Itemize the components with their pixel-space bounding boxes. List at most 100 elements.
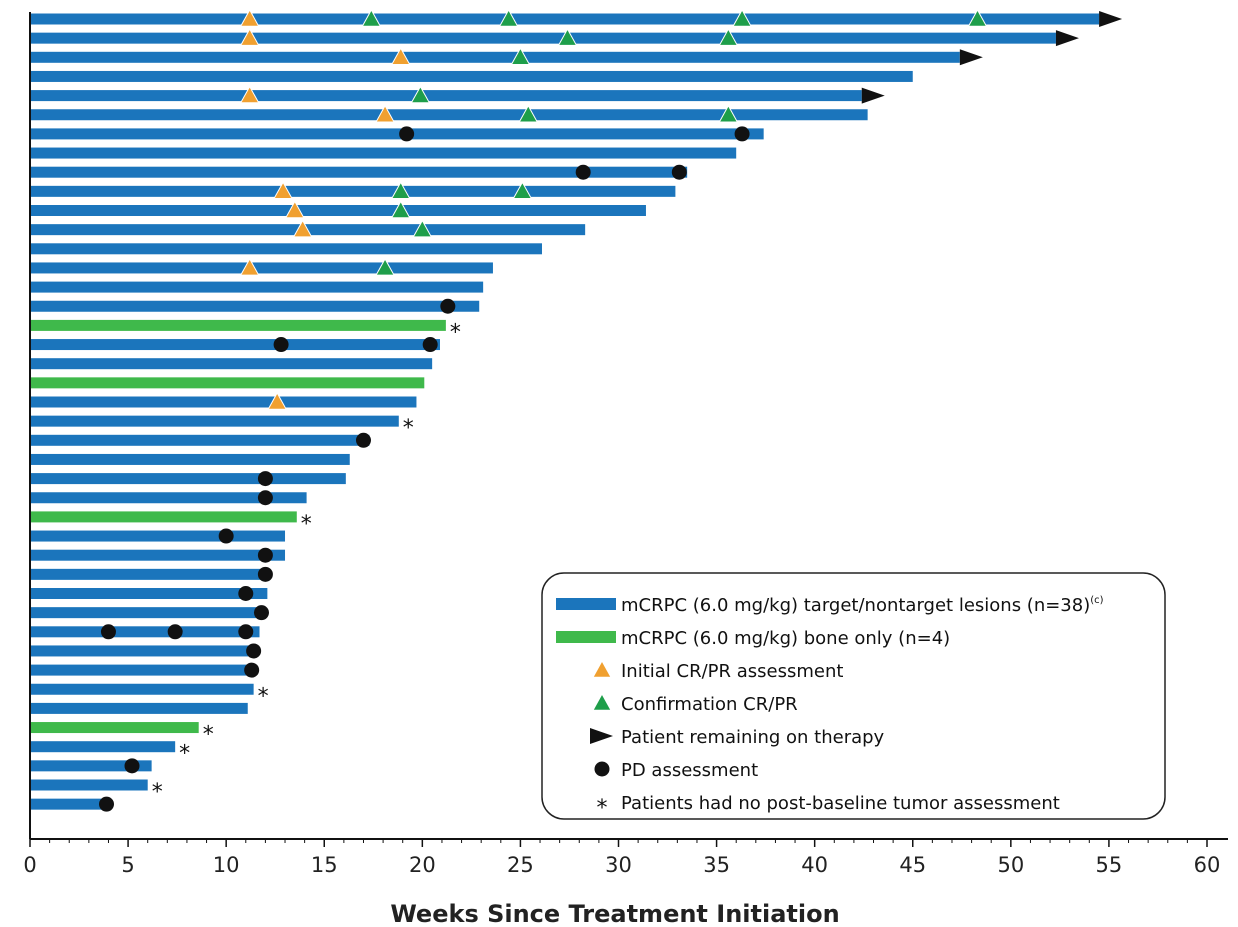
initial-response-marker: [375, 104, 395, 123]
pd-marker: [124, 758, 140, 774]
pd-marker: [257, 471, 273, 487]
legend-footnote-marker: (c): [1090, 595, 1103, 606]
pd-marker: [671, 164, 687, 180]
pd-marker: [257, 547, 273, 563]
legend-box: [541, 572, 1166, 820]
pd-marker: [257, 490, 273, 506]
legend-swatch-noassess: *: [597, 796, 608, 821]
pd-marker: [100, 624, 116, 640]
patient-bar: [30, 760, 152, 772]
patient-bar: [30, 166, 688, 178]
legend-label-initial: Initial CR/PR assessment: [621, 661, 843, 682]
confirmation-marker: [375, 257, 395, 276]
patient-bar: [30, 32, 1056, 44]
x-tick-label: 30: [605, 853, 632, 877]
patient-bar: [30, 415, 399, 427]
initial-response-marker: [267, 391, 288, 410]
patient-bar: [30, 339, 440, 351]
confirmation-marker: [412, 219, 433, 238]
axes-layer: 0 5 10 15 20 25 30 35 40 45 50 55 60: [23, 12, 1228, 877]
confirmation-marker: [512, 181, 533, 200]
ongoing-arrow: [861, 87, 885, 104]
pd-marker: [167, 624, 183, 640]
markers-layer: * * * * * * *: [99, 8, 1123, 812]
pd-marker: [399, 126, 415, 142]
patient-bar: [30, 128, 764, 140]
no-assessment-marker: *: [403, 416, 414, 441]
confirmation-marker: [498, 8, 519, 27]
patient-bar: [30, 607, 262, 619]
confirmation-marker: [361, 8, 382, 27]
patient-bar: [30, 568, 270, 580]
no-assessment-marker: *: [258, 684, 269, 709]
patient-bar: [30, 549, 286, 561]
legend-swatch-initial: [592, 659, 612, 678]
pd-marker: [734, 126, 750, 142]
ongoing-arrow: [959, 49, 983, 66]
ongoing-arrow: [1055, 30, 1079, 47]
pd-marker: [238, 586, 254, 601]
x-tick-label: 0: [23, 853, 36, 877]
patient-bar: [30, 741, 176, 753]
patient-bar: [30, 588, 268, 599]
initial-response-marker: [239, 8, 260, 27]
x-tick-label: 60: [1194, 853, 1221, 877]
patient-bar: [30, 683, 254, 695]
patient-bar: [30, 185, 676, 197]
no-assessment-marker: *: [301, 512, 312, 537]
x-tick-label: 20: [409, 853, 436, 877]
legend-label-confirm: Confirmation CR/PR: [621, 694, 798, 715]
confirmation-marker: [718, 28, 739, 46]
x-tick-label: 50: [997, 853, 1024, 877]
patient-bar: [30, 109, 868, 121]
patient-bar: [30, 702, 248, 714]
legend-swatch-bone: [556, 631, 616, 643]
legend-items: mCRPC (6.0 mg/kg) target/nontarget lesio…: [556, 595, 1104, 821]
legend-label-noassess: Patients had no post-baseline tumor asse…: [621, 793, 1060, 814]
confirmation-marker: [518, 104, 539, 123]
initial-response-marker: [284, 200, 305, 219]
initial-response-marker: [239, 85, 260, 104]
patient-bar: [30, 300, 480, 312]
pd-marker: [257, 566, 273, 582]
confirmation-marker: [732, 8, 752, 27]
ongoing-arrow: [1099, 11, 1123, 27]
legend-label-ongoing: Patient remaining on therapy: [621, 727, 885, 748]
patient-bar: [30, 13, 1100, 25]
patient-bar: [30, 205, 646, 216]
patient-bar: [30, 147, 737, 159]
patient-bar: [30, 645, 254, 657]
pd-marker: [99, 796, 115, 812]
patient-bar: [30, 530, 286, 542]
legend-swatch-target: [556, 598, 616, 610]
patient-bar: [30, 473, 346, 485]
patient-bar: [30, 90, 862, 102]
patient-bar: [30, 262, 493, 274]
pd-marker: [355, 432, 371, 448]
initial-response-marker: [390, 47, 411, 65]
x-axis-title: Weeks Since Treatment Initiation: [390, 900, 839, 927]
pd-marker: [238, 624, 254, 640]
patient-bar: [30, 51, 960, 63]
initial-response-marker: [239, 28, 260, 46]
patient-bar: [30, 626, 260, 638]
initial-response-marker: [273, 181, 293, 200]
patient-bar: [30, 779, 148, 791]
patient-bar: [30, 664, 252, 676]
confirmation-marker: [967, 8, 988, 27]
legend-swatch-pd: [594, 761, 610, 777]
patient-bar: [30, 70, 913, 82]
legend-label-bone: mCRPC (6.0 mg/kg) bone only (n=4): [621, 628, 950, 649]
patient-bar: [30, 722, 199, 734]
patient-bar: [30, 319, 446, 331]
pd-marker: [244, 662, 260, 678]
x-tick-label: 45: [899, 853, 926, 877]
pd-marker: [422, 337, 438, 353]
pd-marker: [440, 298, 456, 314]
x-tick-label: 5: [121, 853, 134, 877]
patient-bar: [30, 377, 425, 389]
confirmation-marker: [410, 85, 431, 104]
confirmation-marker: [718, 104, 739, 123]
patient-bar: [30, 358, 433, 370]
